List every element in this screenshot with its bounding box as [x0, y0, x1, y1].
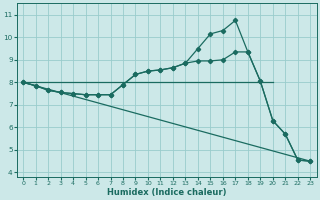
X-axis label: Humidex (Indice chaleur): Humidex (Indice chaleur) — [107, 188, 227, 197]
